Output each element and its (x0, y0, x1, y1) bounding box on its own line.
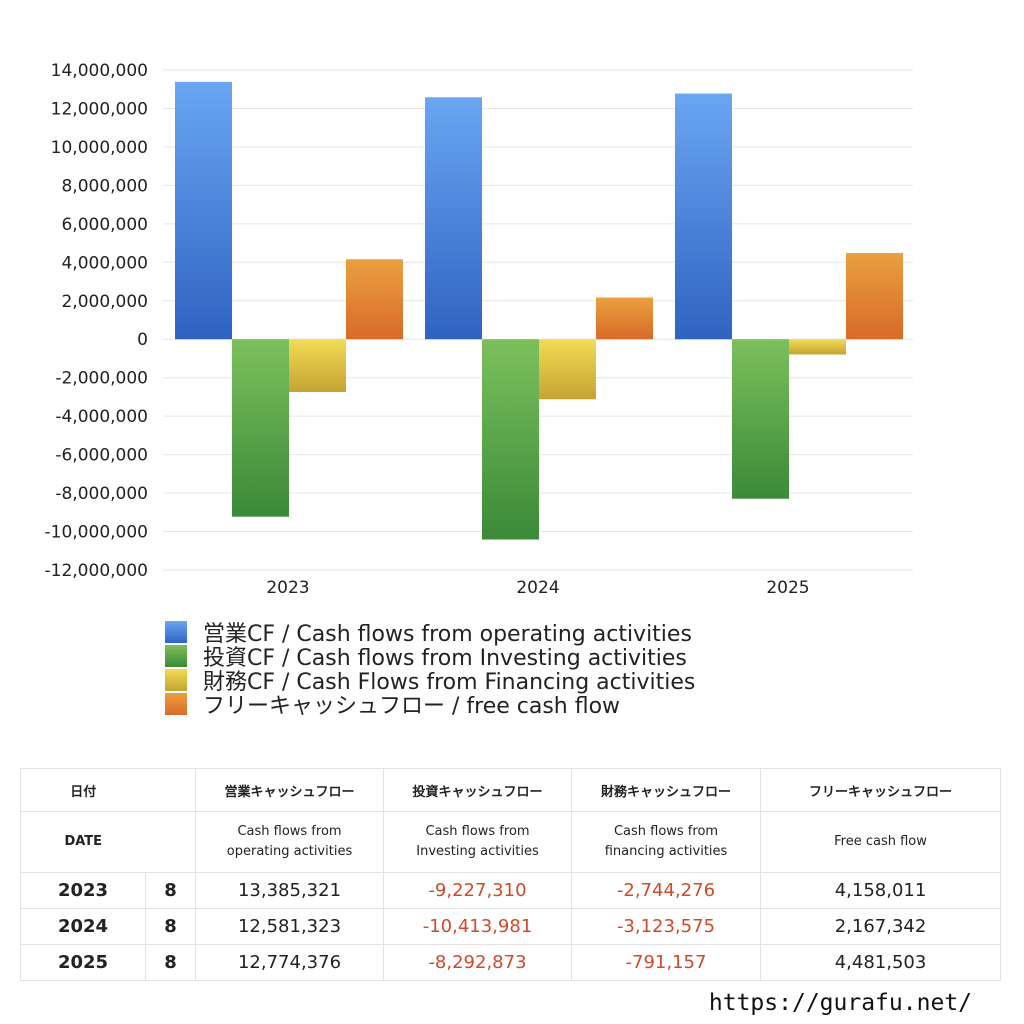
legend-swatch-operating (165, 621, 187, 643)
legend-item-free: フリーキャッシュフロー / free cash flow (165, 692, 695, 719)
y-tick-label: -10,000,000 (45, 523, 148, 543)
bar-financing-2023 (289, 339, 346, 393)
row-free: 4,481,503 (760, 944, 1001, 981)
legend-swatch-investing (165, 645, 187, 667)
row-free: 4,158,011 (760, 872, 1001, 909)
bar-operating-2023 (175, 81, 232, 340)
y-tick-label: -12,000,000 (45, 561, 148, 581)
row-year: 2023 (20, 872, 146, 909)
bar-free-2023 (346, 259, 403, 340)
header-financing-en-line1: Cash flows from (613, 824, 719, 839)
header-investing-en: Cash flows from Investing activities (383, 811, 572, 873)
header-operating-en-line2: operating activities (226, 844, 353, 859)
y-tick-label: -6,000,000 (55, 446, 148, 466)
x-tick-label: 2024 (516, 578, 559, 598)
row-financing: -2,744,276 (571, 872, 761, 909)
table-subheader-row: DATE Cash flows from operating activitie… (20, 811, 1001, 873)
y-tick-label: 0 (137, 330, 148, 350)
cash-flow-bar-chart: 14,000,000 12,000,000 10,000,000 8,000,000 6… (45, 61, 913, 598)
header-operating-jp: 営業キャッシュフロー (195, 768, 384, 812)
x-tick-label: 2025 (766, 578, 809, 598)
legend-label-operating: 営業CF / Cash flows from operating activit… (203, 622, 692, 647)
row-investing: -9,227,310 (383, 872, 572, 909)
row-investing: -10,413,981 (383, 908, 572, 945)
table-row: 2023 8 13,385,321 -9,227,310 -2,744,276 … (20, 872, 1001, 909)
row-operating: 12,774,376 (195, 944, 384, 981)
y-tick-label: 8,000,000 (61, 176, 148, 196)
cash-flow-table: 日付 営業キャッシュフロー 投資キャッシュフロー 財務キャッシュフロー フリーキ… (20, 768, 1001, 981)
row-operating: 13,385,321 (195, 872, 384, 909)
row-operating: 12,581,323 (195, 908, 384, 945)
y-tick-label: 14,000,000 (51, 61, 148, 81)
legend-item-financing: 財務CF / Cash Flows from Financing activit… (165, 668, 695, 695)
table-header-row: 日付 営業キャッシュフロー 投資キャッシュフロー 財務キャッシュフロー フリーキ… (20, 768, 1001, 812)
legend-label-financing: 財務CF / Cash Flows from Financing activit… (203, 670, 696, 695)
row-investing: -8,292,873 (383, 944, 572, 981)
row-month: 8 (145, 872, 196, 909)
header-financing-en: Cash flows from financing activities (571, 811, 761, 873)
site-url: https://gurafu.net/ (708, 990, 972, 1016)
header-date-jp: 日付 (20, 768, 146, 812)
legend: 営業CF / Cash flows from operating activit… (165, 620, 695, 719)
y-tick-label: -4,000,000 (55, 407, 148, 427)
row-financing: -3,123,575 (571, 908, 761, 945)
y-tick-label: -2,000,000 (55, 369, 148, 389)
header-free-en: Free cash flow (760, 811, 1001, 873)
bar-financing-2025 (789, 339, 846, 355)
bar-investing-2023 (232, 339, 289, 517)
y-tick-label: -8,000,000 (55, 484, 148, 504)
row-year: 2025 (20, 944, 146, 981)
x-axis-ticks: 2023 2024 2025 (266, 578, 809, 598)
y-tick-label: 6,000,000 (61, 215, 148, 235)
row-month: 8 (145, 908, 196, 945)
y-tick-label: 4,000,000 (61, 253, 148, 273)
table-row: 2025 8 12,774,376 -8,292,873 -791,157 4,… (20, 944, 1001, 981)
row-year: 2024 (20, 908, 146, 945)
legend-item-investing: 投資CF / Cash flows from Investing activit… (165, 644, 695, 671)
bar-investing-2024 (482, 339, 539, 540)
header-month-blank-2 (145, 811, 196, 873)
y-tick-label: 10,000,000 (51, 138, 148, 158)
y-tick-label: 2,000,000 (61, 292, 148, 312)
header-financing-jp: 財務キャッシュフロー (571, 768, 761, 812)
header-date-en: DATE (20, 811, 146, 873)
bar-free-2025 (846, 253, 903, 340)
header-investing-jp: 投資キャッシュフロー (383, 768, 572, 812)
row-month: 8 (145, 944, 196, 981)
bar-investing-2025 (732, 339, 789, 499)
row-financing: -791,157 (571, 944, 761, 981)
legend-swatch-financing (165, 669, 187, 691)
header-investing-en-line1: Cash flows from (425, 824, 530, 839)
bars (175, 81, 903, 540)
y-axis-ticks: 14,000,000 12,000,000 10,000,000 8,000,000 6… (45, 61, 148, 581)
bar-operating-2024 (425, 97, 482, 340)
header-operating-en-line1: Cash flows from (237, 824, 342, 839)
y-tick-label: 12,000,000 (51, 99, 148, 119)
header-financing-en-line2: financing activities (604, 844, 728, 859)
bar-financing-2024 (539, 339, 596, 400)
bar-operating-2025 (675, 93, 732, 340)
header-investing-en-line2: Investing activities (416, 844, 539, 859)
legend-item-operating: 営業CF / Cash flows from operating activit… (165, 620, 695, 647)
header-month-blank (145, 768, 196, 812)
bar-free-2024 (596, 297, 653, 340)
x-tick-label: 2023 (266, 578, 309, 598)
header-operating-en: Cash flows from operating activities (195, 811, 384, 873)
header-free-jp: フリーキャッシュフロー (760, 768, 1001, 812)
legend-label-investing: 投資CF / Cash flows from Investing activit… (203, 646, 687, 671)
table-row: 2024 8 12,581,323 -10,413,981 -3,123,575… (20, 908, 1001, 945)
row-free: 2,167,342 (760, 908, 1001, 945)
legend-label-free: フリーキャッシュフロー / free cash flow (203, 694, 621, 719)
legend-swatch-free (165, 693, 187, 715)
